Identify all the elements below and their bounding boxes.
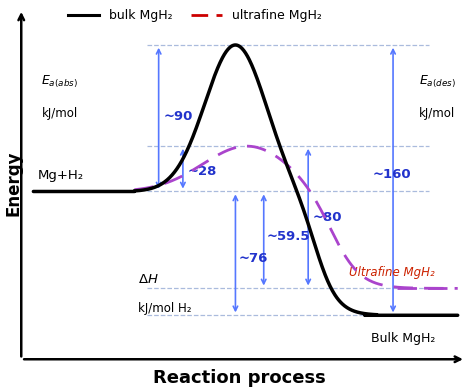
Text: Energy: Energy xyxy=(4,151,22,216)
Text: ~160: ~160 xyxy=(373,168,411,182)
Text: ~90: ~90 xyxy=(164,110,193,123)
Text: ~76: ~76 xyxy=(239,252,268,265)
Text: kJ/mol H₂: kJ/mol H₂ xyxy=(138,302,192,315)
Text: kJ/mol: kJ/mol xyxy=(419,107,456,120)
Text: ~80: ~80 xyxy=(312,211,342,224)
Legend: bulk MgH₂, ultrafine MgH₂: bulk MgH₂, ultrafine MgH₂ xyxy=(65,7,325,25)
Text: Mg+H₂: Mg+H₂ xyxy=(37,169,83,182)
Text: ~28: ~28 xyxy=(188,165,217,178)
Text: Bulk MgH₂: Bulk MgH₂ xyxy=(371,332,435,344)
Text: $\mathit{\Delta H}$: $\mathit{\Delta H}$ xyxy=(138,273,159,286)
Text: kJ/mol: kJ/mol xyxy=(41,107,78,120)
Text: $\mathit{E}_{a(des)}$: $\mathit{E}_{a(des)}$ xyxy=(419,74,456,91)
Text: Ultrafine MgH₂: Ultrafine MgH₂ xyxy=(348,266,434,279)
Text: ~59.5: ~59.5 xyxy=(267,230,310,243)
Text: $\mathit{E}_{a(abs)}$: $\mathit{E}_{a(abs)}$ xyxy=(41,74,78,91)
Text: Reaction process: Reaction process xyxy=(153,369,326,387)
